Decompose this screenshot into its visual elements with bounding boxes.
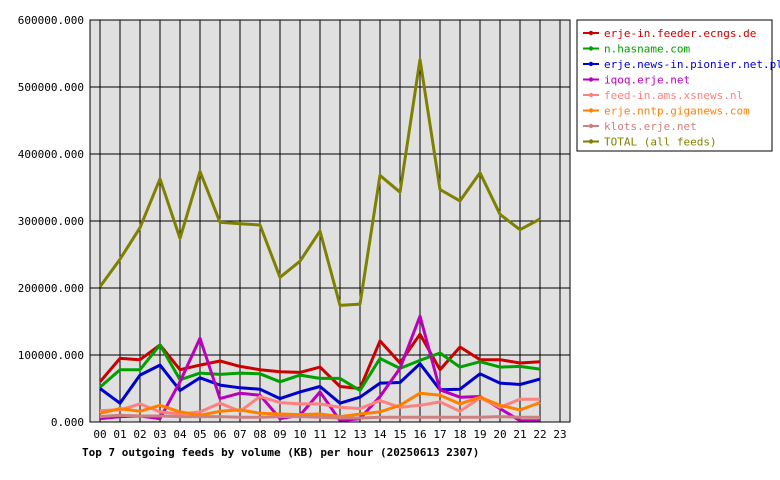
series-line: [99, 413, 540, 420]
y-tick-label: 300000.000: [18, 215, 84, 228]
x-axis-ticks: 00 01 02 03 04 05 06 07 08 09 10 11 12 13 14 15 16 17 18 19…: [93, 428, 566, 441]
legend-label: erje.news-in.pionier.net.pl: [604, 58, 780, 71]
legend-label: iqoq.erje.net: [604, 74, 690, 87]
x-tick-label: 03: [153, 428, 166, 441]
x-tick-label: 06: [213, 428, 226, 441]
x-tick-label: 09: [273, 428, 286, 441]
series-line: [99, 395, 540, 416]
x-tick-label: 17: [433, 428, 446, 441]
series-line: [99, 391, 541, 419]
x-tick-label: 05: [193, 428, 206, 441]
x-tick-label: 18: [453, 428, 466, 441]
legend: erje-in.feeder.ecngs.de n.hasname.com erje…: [576, 19, 780, 152]
y-tick-label: 100000.000: [18, 349, 84, 362]
x-tick-label: 14: [373, 428, 387, 441]
legend-marker: [588, 108, 594, 113]
legend-marker: [588, 139, 594, 144]
x-tick-label: 02: [133, 428, 146, 441]
y-tick-label: 600000.000: [18, 14, 84, 27]
series-line: [99, 362, 541, 405]
legend-label: n.hasname.com: [604, 43, 690, 56]
x-tick-label: 07: [233, 428, 246, 441]
x-tick-label: 12: [333, 428, 346, 441]
x-tick-label: 15: [393, 428, 406, 441]
series-line: [98, 332, 541, 390]
x-tick-label: 04: [173, 428, 187, 441]
chart-title: Top 7 outgoing feeds by volume (KB) per …: [82, 446, 479, 459]
series-line: [98, 58, 541, 307]
plot-border: [89, 19, 571, 423]
series-lines: [98, 58, 541, 423]
legend-marker: [588, 61, 594, 67]
x-tick-label: 22: [533, 428, 546, 441]
x-tick-label: 13: [353, 428, 366, 441]
legend-label: TOTAL (all feeds): [604, 136, 717, 149]
x-tick-label: 23: [553, 428, 566, 441]
legend-marker: [588, 123, 594, 129]
legend-marker: [588, 77, 594, 82]
legend-marker: [588, 46, 594, 51]
y-axis-ticks: 0.000 100000.000 200000.000 300000.000 40000…: [18, 14, 84, 429]
legend-label: feed-in.ams.xsnews.nl: [604, 89, 743, 102]
legend-box: [576, 19, 773, 152]
x-tick-label: 01: [113, 428, 126, 441]
x-tick-label: 20: [493, 428, 506, 441]
legend-marker: [588, 92, 594, 98]
y-tick-label: 200000.000: [18, 282, 84, 295]
x-tick-label: 21: [513, 428, 526, 441]
x-tick-label: 00: [93, 428, 106, 441]
legend-label: erje-in.feeder.ecngs.de: [604, 27, 756, 40]
legend-marker: [588, 30, 594, 36]
x-tick-label: 16: [413, 428, 426, 441]
series-line: [99, 343, 541, 392]
y-tick-label: 400000.000: [18, 148, 84, 161]
x-tick-label: 19: [473, 428, 486, 441]
x-tick-label: 11: [313, 428, 326, 441]
x-tick-label: 08: [253, 428, 266, 441]
y-tick-label: 500000.000: [18, 81, 84, 94]
legend-label: klots.erje.net: [604, 120, 697, 133]
gridlines: [90, 19, 570, 423]
x-tick-label: 10: [293, 428, 306, 441]
series-line: [99, 314, 540, 423]
y-tick-label: 0.000: [51, 416, 84, 429]
legend-label: erje.nntp.giganews.com: [604, 105, 750, 118]
